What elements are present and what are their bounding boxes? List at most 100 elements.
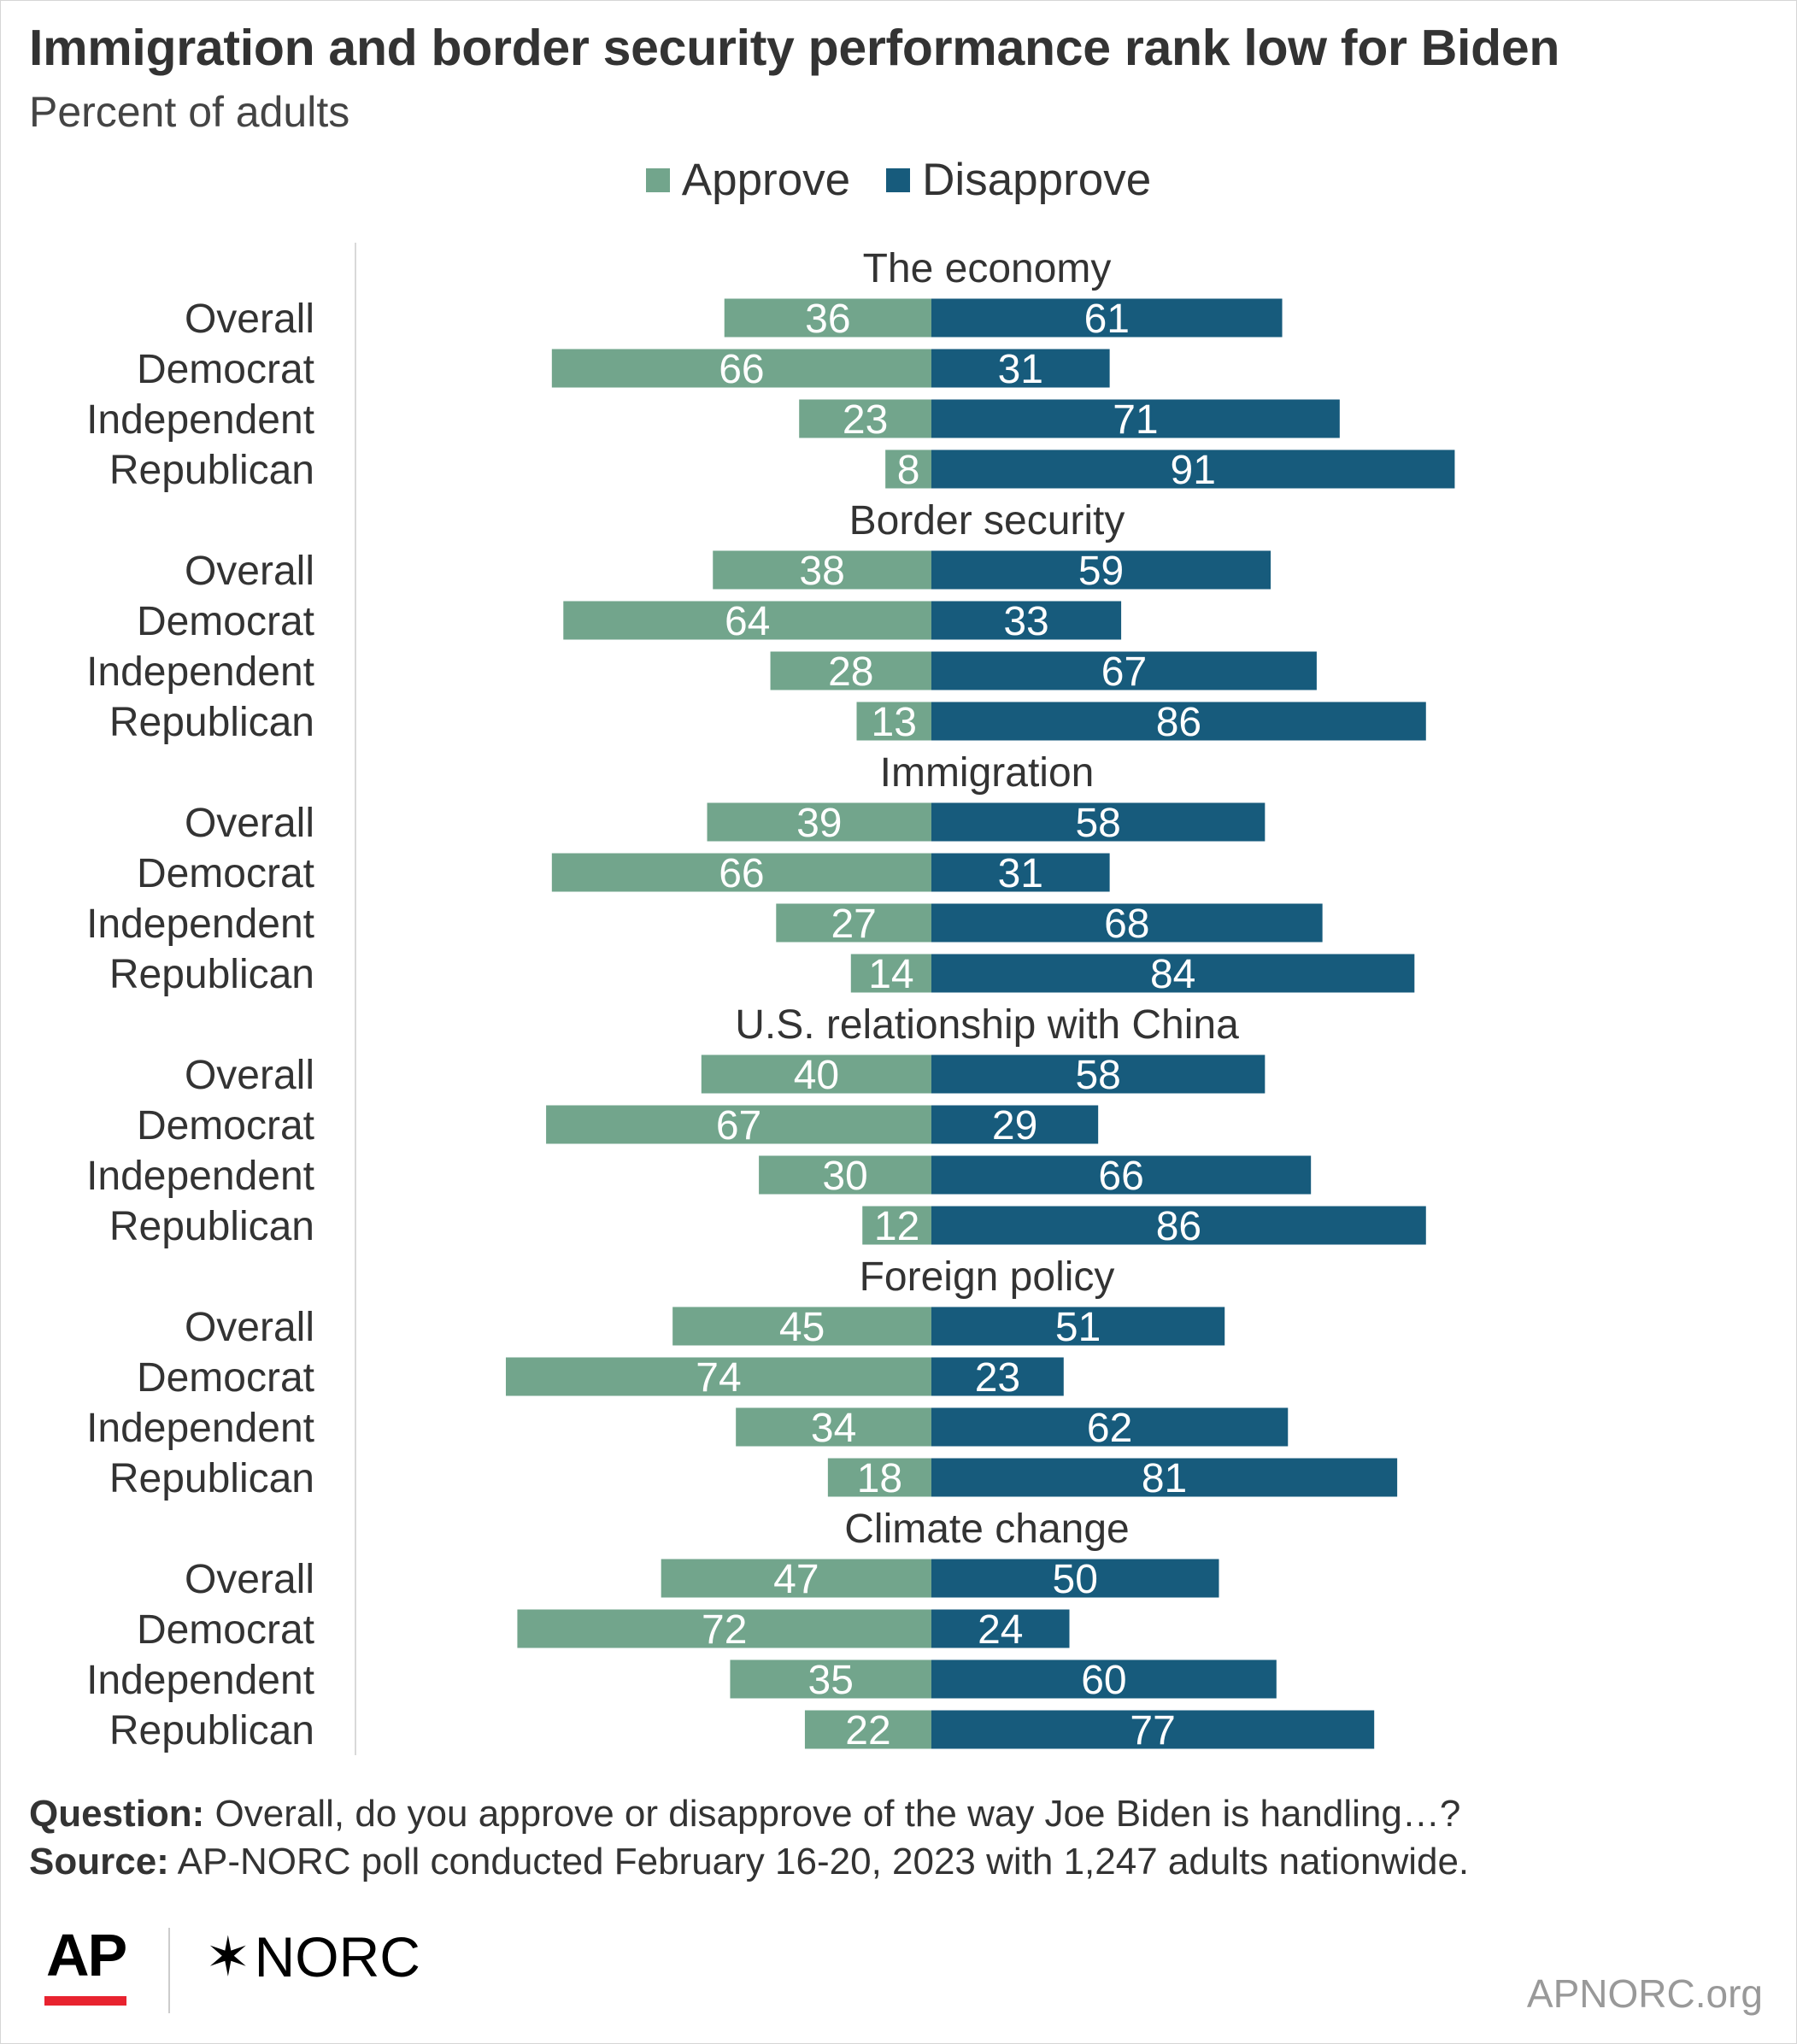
disapprove-bar — [931, 399, 1340, 438]
disapprove-bar — [931, 1105, 1099, 1144]
disapprove-bar — [931, 1458, 1398, 1497]
legend-item-approve: Approve — [645, 154, 851, 206]
approve-value-label: 18 — [857, 1456, 902, 1501]
disapprove-bar — [931, 802, 1266, 842]
chart-title: Immigration and border security performa… — [29, 20, 1560, 76]
category-label: Independent — [86, 397, 314, 443]
category-label: Republican — [109, 448, 314, 493]
norc-logo: ✶ NORC — [205, 1924, 420, 1989]
approve-value-label: 67 — [716, 1103, 761, 1148]
category-label: Independent — [86, 649, 314, 695]
category-label: Republican — [109, 1456, 314, 1501]
disapprove-bar — [931, 1206, 1426, 1245]
group-label: Climate change — [844, 1507, 1130, 1552]
category-label: Independent — [86, 1154, 314, 1199]
norc-star-icon: ✶ — [205, 1925, 251, 1988]
disapprove-bar — [931, 1407, 1289, 1447]
approve-value-label: 47 — [773, 1557, 819, 1602]
approve-value-label: 36 — [805, 297, 850, 342]
approve-value-label: 22 — [845, 1708, 890, 1753]
category-label: Independent — [86, 1658, 314, 1703]
disapprove-value-label: 67 — [1101, 649, 1147, 695]
disapprove-bar — [931, 298, 1283, 338]
legend-swatch-disapprove — [886, 167, 911, 192]
disapprove-value-label: 51 — [1055, 1305, 1101, 1350]
approve-bar — [563, 601, 931, 640]
approve-value-label: 39 — [796, 801, 842, 846]
group-label: Foreign policy — [860, 1254, 1115, 1300]
source-text: AP-NORC poll conducted February 16-20, 2… — [168, 1841, 1470, 1882]
disapprove-bar — [931, 702, 1426, 741]
group-label: The economy — [863, 246, 1112, 291]
approve-bar — [517, 1609, 931, 1648]
footer-source: Source: AP-NORC poll conducted February … — [29, 1841, 1469, 1883]
approve-value-label: 66 — [719, 851, 764, 896]
disapprove-bar — [931, 550, 1271, 590]
source-label: Source: — [29, 1841, 169, 1882]
category-label: Democrat — [137, 851, 314, 896]
approve-bar — [770, 651, 931, 690]
category-label: Overall — [185, 297, 314, 342]
category-label: Overall — [185, 1053, 314, 1098]
disapprove-value-label: 84 — [1150, 952, 1195, 997]
approve-value-label: 27 — [831, 902, 876, 947]
approve-value-label: 34 — [811, 1406, 856, 1451]
ap-logo: AP — [46, 1922, 127, 1988]
category-label: Republican — [109, 700, 314, 745]
disapprove-bar — [931, 651, 1317, 690]
category-label: Republican — [109, 1204, 314, 1249]
disapprove-bar — [931, 349, 1110, 388]
approve-value-label: 14 — [868, 952, 913, 997]
disapprove-bar — [931, 1710, 1375, 1749]
chart-subtitle: Percent of adults — [29, 88, 350, 136]
disapprove-value-label: 68 — [1104, 902, 1149, 947]
site-link: APNORC.org — [1526, 1971, 1763, 2016]
approve-bar — [713, 550, 931, 590]
question-label: Question: — [29, 1793, 205, 1835]
disapprove-value-label: 59 — [1078, 549, 1124, 594]
group-label: Immigration — [880, 750, 1095, 796]
approve-bar — [776, 903, 931, 943]
category-label: Independent — [86, 902, 314, 947]
disapprove-bar — [931, 1559, 1219, 1598]
approve-value-label: 8 — [897, 448, 920, 493]
approve-value-label: 13 — [872, 700, 917, 745]
group-label: Border security — [849, 498, 1125, 543]
approve-bar — [551, 853, 931, 892]
norc-wordmark: NORC — [254, 1925, 420, 1988]
approve-bar — [672, 1307, 931, 1346]
approve-value-label: 35 — [808, 1658, 854, 1703]
category-label: Overall — [185, 801, 314, 846]
approve-bar — [850, 954, 931, 993]
approve-value-label: 40 — [794, 1053, 839, 1098]
disapprove-value-label: 29 — [992, 1103, 1037, 1148]
legend-item-disapprove: Disapprove — [886, 154, 1151, 206]
approve-value-label: 74 — [696, 1355, 741, 1401]
disapprove-value-label: 61 — [1084, 297, 1130, 342]
approve-bar — [505, 1357, 931, 1396]
question-text: Overall, do you approve or disapprove of… — [204, 1793, 1461, 1835]
footer-question: Question: Overall, do you approve or dis… — [29, 1793, 1460, 1835]
disapprove-value-label: 71 — [1113, 397, 1158, 443]
approve-bar — [707, 802, 931, 842]
disapprove-bar — [931, 1054, 1266, 1094]
approve-bar — [856, 702, 931, 741]
approve-bar — [827, 1458, 931, 1497]
disapprove-value-label: 86 — [1156, 700, 1201, 745]
approve-bar — [736, 1407, 931, 1447]
legend-swatch-approve — [645, 167, 670, 192]
approve-bar — [546, 1105, 931, 1144]
disapprove-value-label: 58 — [1075, 801, 1120, 846]
legend-label-approve: Approve — [681, 155, 851, 205]
disapprove-bar — [931, 1357, 1064, 1396]
ap-logo-underline — [44, 1996, 126, 2006]
disapprove-value-label: 60 — [1081, 1658, 1126, 1703]
disapprove-bar — [931, 1659, 1277, 1699]
approve-value-label: 64 — [725, 599, 770, 644]
disapprove-value-label: 86 — [1156, 1204, 1201, 1249]
approve-value-label: 66 — [719, 347, 764, 392]
disapprove-value-label: 77 — [1130, 1708, 1175, 1753]
disapprove-value-label: 62 — [1087, 1406, 1132, 1451]
disapprove-bar — [931, 449, 1455, 489]
